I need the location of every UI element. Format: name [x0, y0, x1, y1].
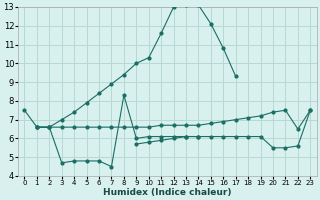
X-axis label: Humidex (Indice chaleur): Humidex (Indice chaleur)	[103, 188, 232, 197]
